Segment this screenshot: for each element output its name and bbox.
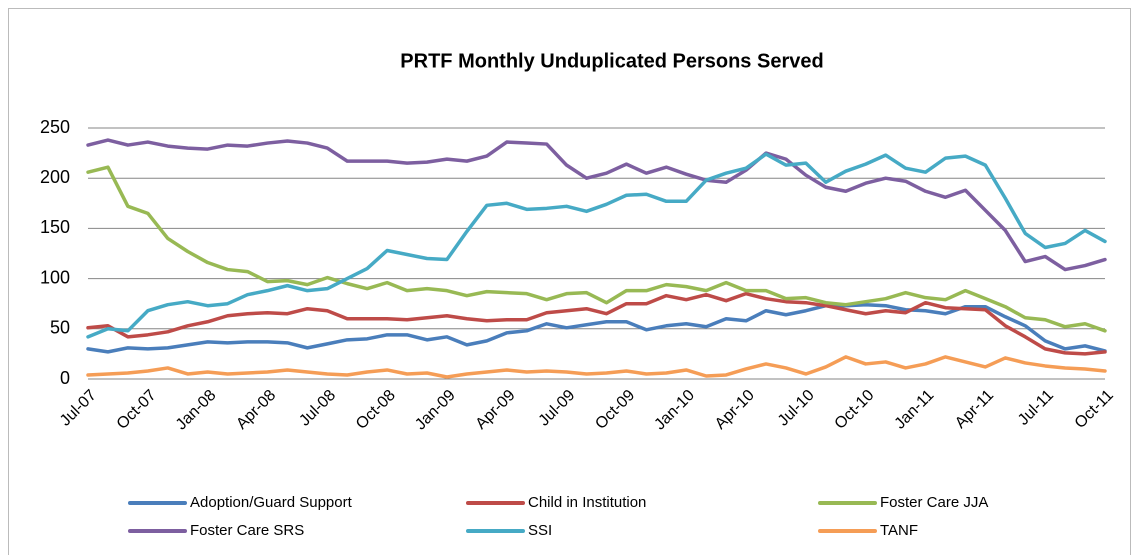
series-line: [86, 291, 1107, 356]
y-tick-label: 0: [60, 368, 70, 388]
series-line: [86, 152, 1107, 339]
y-tick-label: 250: [40, 117, 70, 137]
legend-label: TANF: [880, 522, 918, 539]
legend-label: Adoption/Guard Support: [190, 494, 353, 511]
legend-label: Foster Care JJA: [880, 494, 988, 511]
series-line: [86, 165, 1107, 333]
series-line: [86, 138, 1107, 272]
legend-label: Child in Institution: [528, 494, 646, 511]
y-tick-label: 100: [40, 267, 70, 287]
series-line: [86, 302, 1107, 354]
series-line: [86, 355, 1107, 379]
y-tick-label: 200: [40, 167, 70, 187]
y-tick-label: 50: [50, 318, 70, 338]
chart-title: PRTF Monthly Unduplicated Persons Served: [400, 50, 823, 72]
y-tick-label: 150: [40, 217, 70, 237]
legend-label: SSI: [528, 522, 552, 539]
chart-border: [8, 8, 1131, 555]
legend-label: Foster Care SRS: [190, 522, 304, 539]
